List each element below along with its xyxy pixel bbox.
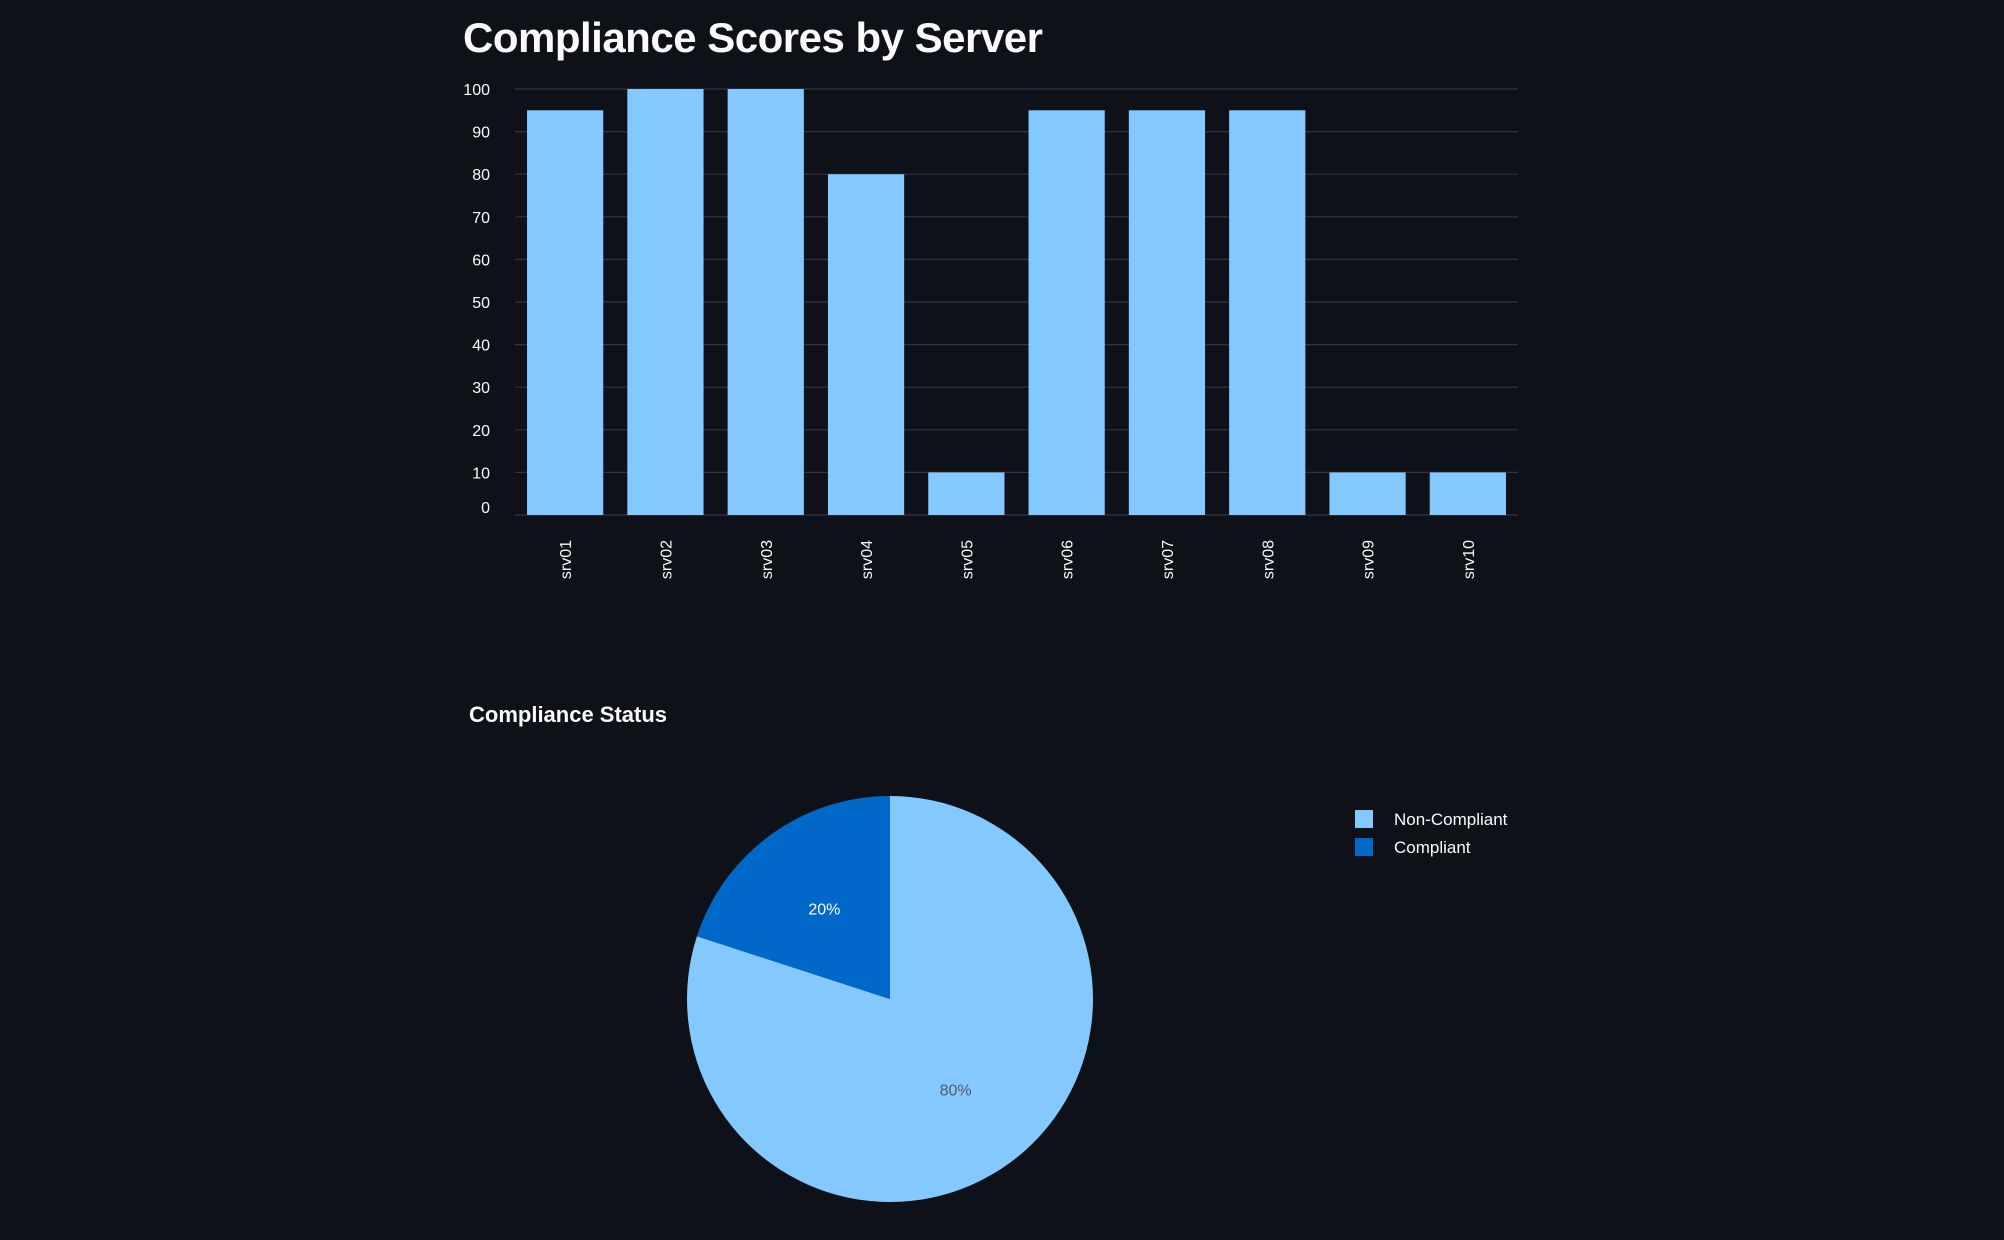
- y-tick-label: 60: [472, 252, 490, 269]
- bar-srv01[interactable]: [527, 110, 604, 516]
- y-tick-label: 80: [472, 167, 490, 184]
- x-tick-label: srv10: [1461, 540, 1478, 579]
- y-tick-label: 40: [472, 338, 490, 355]
- y-tick-label: 10: [472, 465, 490, 482]
- pie-slices: [686, 796, 1094, 1202]
- bar-srv05[interactable]: [928, 472, 1005, 515]
- bar-srv04[interactable]: [827, 174, 905, 515]
- bar-srv08[interactable]: [1229, 110, 1306, 516]
- x-tick-label: srv06: [1060, 540, 1077, 579]
- y-tick-label: 20: [472, 423, 490, 440]
- pie-slice-non-compliant[interactable]: [686, 796, 1094, 1202]
- x-tick-label: srv05: [959, 540, 976, 579]
- y-tick-label: 0: [481, 500, 490, 517]
- pie-slice-compliant[interactable]: [696, 796, 890, 999]
- bar-srv09[interactable]: [1329, 472, 1406, 515]
- x-tick-label: srv03: [759, 540, 776, 579]
- pie-slice-label: 80%: [940, 1082, 972, 1099]
- legend-label[interactable]: Compliant: [1394, 838, 1471, 857]
- bar-srv07[interactable]: [1128, 110, 1206, 516]
- x-tick-label: srv09: [1361, 540, 1378, 579]
- y-tick-label: 30: [472, 380, 490, 397]
- pie-title: Compliance Status: [469, 702, 667, 727]
- y-tick-label: 50: [472, 295, 490, 312]
- legend-swatch: [1355, 810, 1373, 828]
- y-tick-label: 70: [472, 210, 490, 227]
- x-tick-label: srv08: [1260, 540, 1277, 579]
- y-tick-label: 100: [463, 82, 490, 99]
- pie-slice-label: 20%: [808, 902, 840, 919]
- legend-swatch: [1355, 838, 1373, 856]
- x-tick-label: srv01: [558, 540, 575, 579]
- x-tick-label: srv02: [658, 540, 675, 579]
- legend-label[interactable]: Non-Compliant: [1394, 810, 1508, 829]
- bar-srv03[interactable]: [727, 89, 804, 515]
- bar-srv06[interactable]: [1028, 110, 1105, 516]
- bars: [527, 89, 1506, 516]
- x-tick-label: srv04: [859, 540, 876, 579]
- pie-legend: Non-Compliant Compliant: [1355, 810, 1508, 857]
- x-axis: srv01 srv02 srv03 srv04 srv05 srv06 srv07 srv08…: [558, 540, 1478, 579]
- x-tick-label: srv07: [1160, 540, 1177, 579]
- y-tick-label: 90: [472, 125, 490, 142]
- y-axis: 0 10 20 30 40 50 60 70 80 90 100: [463, 82, 490, 517]
- bar-srv02[interactable]: [627, 89, 704, 515]
- page-title: Compliance Scores by Server: [463, 14, 1043, 61]
- bar-srv10[interactable]: [1429, 472, 1506, 515]
